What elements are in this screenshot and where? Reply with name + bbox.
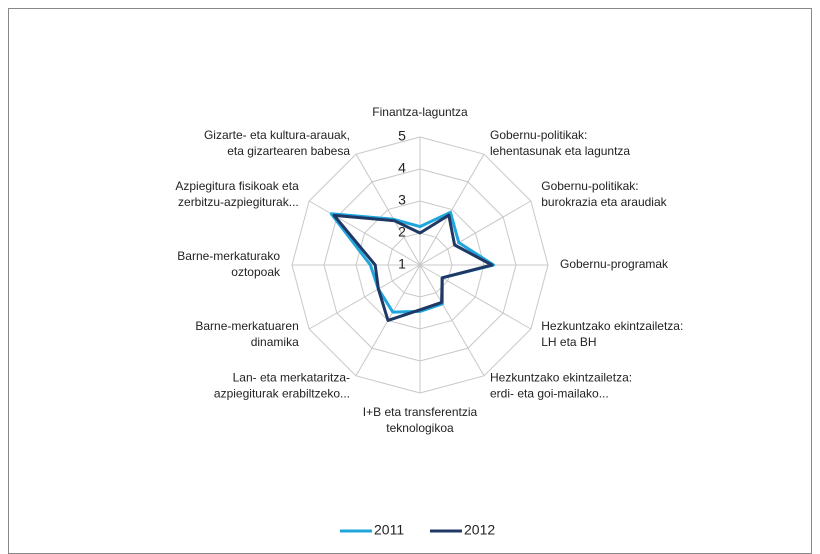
axis-label: Barne-merkaturako xyxy=(177,249,280,263)
axis-label: I+B eta transferentzia xyxy=(363,405,478,419)
legend-label: 2012 xyxy=(464,522,495,538)
r-tick-label: 5 xyxy=(398,128,406,144)
axis-label: zerbitzu-azpiegiturak... xyxy=(178,195,299,209)
axis-label: teknologikoa xyxy=(386,421,454,435)
axis-label: Hezkuntzako ekintzailetza: xyxy=(541,319,683,333)
axis-label: dinamika xyxy=(251,335,299,349)
grid xyxy=(291,136,549,394)
r-tick-label: 3 xyxy=(398,192,406,208)
axis-label: Barne-merkatuaren xyxy=(195,319,298,333)
spoke xyxy=(419,200,532,266)
spoke xyxy=(419,264,485,377)
spoke xyxy=(419,153,485,266)
axis-label: Lan- eta merkataritza- xyxy=(233,370,350,384)
axis-label: LH eta BH xyxy=(541,335,596,349)
axis-label: azpiegiturak erabiltzeko... xyxy=(214,386,350,400)
axis-label: Gobernu-programak xyxy=(560,257,669,271)
axis-label: eta gizartearen babesa xyxy=(227,144,350,158)
series-line xyxy=(332,213,494,322)
axis-label: Azpiegitura fisikoak eta xyxy=(175,179,299,193)
chart-frame xyxy=(8,8,812,554)
axis-label: Gobernu-politikak: xyxy=(490,128,587,142)
spoke xyxy=(355,153,421,266)
labels: Finantza-laguntza Gobernu-politikak: lehen… xyxy=(175,105,683,538)
r-tick-label: 4 xyxy=(398,160,406,176)
spoke xyxy=(308,264,421,330)
axis-label: lehentasunak eta laguntza xyxy=(490,144,630,158)
axis-label: erdi- eta goi-mailako... xyxy=(490,386,609,400)
axis-label: Hezkuntzako ekintzailetza: xyxy=(490,370,632,384)
series-line xyxy=(329,210,496,314)
axis-label: Gizarte- eta kultura-arauak, xyxy=(204,128,350,142)
axis-label: Finantza-laguntza xyxy=(372,105,468,119)
r-tick-label: 1 xyxy=(398,256,406,272)
spoke xyxy=(419,264,532,330)
axis-label: oztopoak xyxy=(231,265,281,279)
series xyxy=(329,210,496,322)
r-tick-label: 2 xyxy=(398,224,406,240)
legend-label: 2011 xyxy=(374,522,404,538)
axis-label: burokrazia eta araudiak xyxy=(541,195,667,209)
axis-label: Gobernu-politikak: xyxy=(541,179,638,193)
spoke xyxy=(308,200,421,266)
